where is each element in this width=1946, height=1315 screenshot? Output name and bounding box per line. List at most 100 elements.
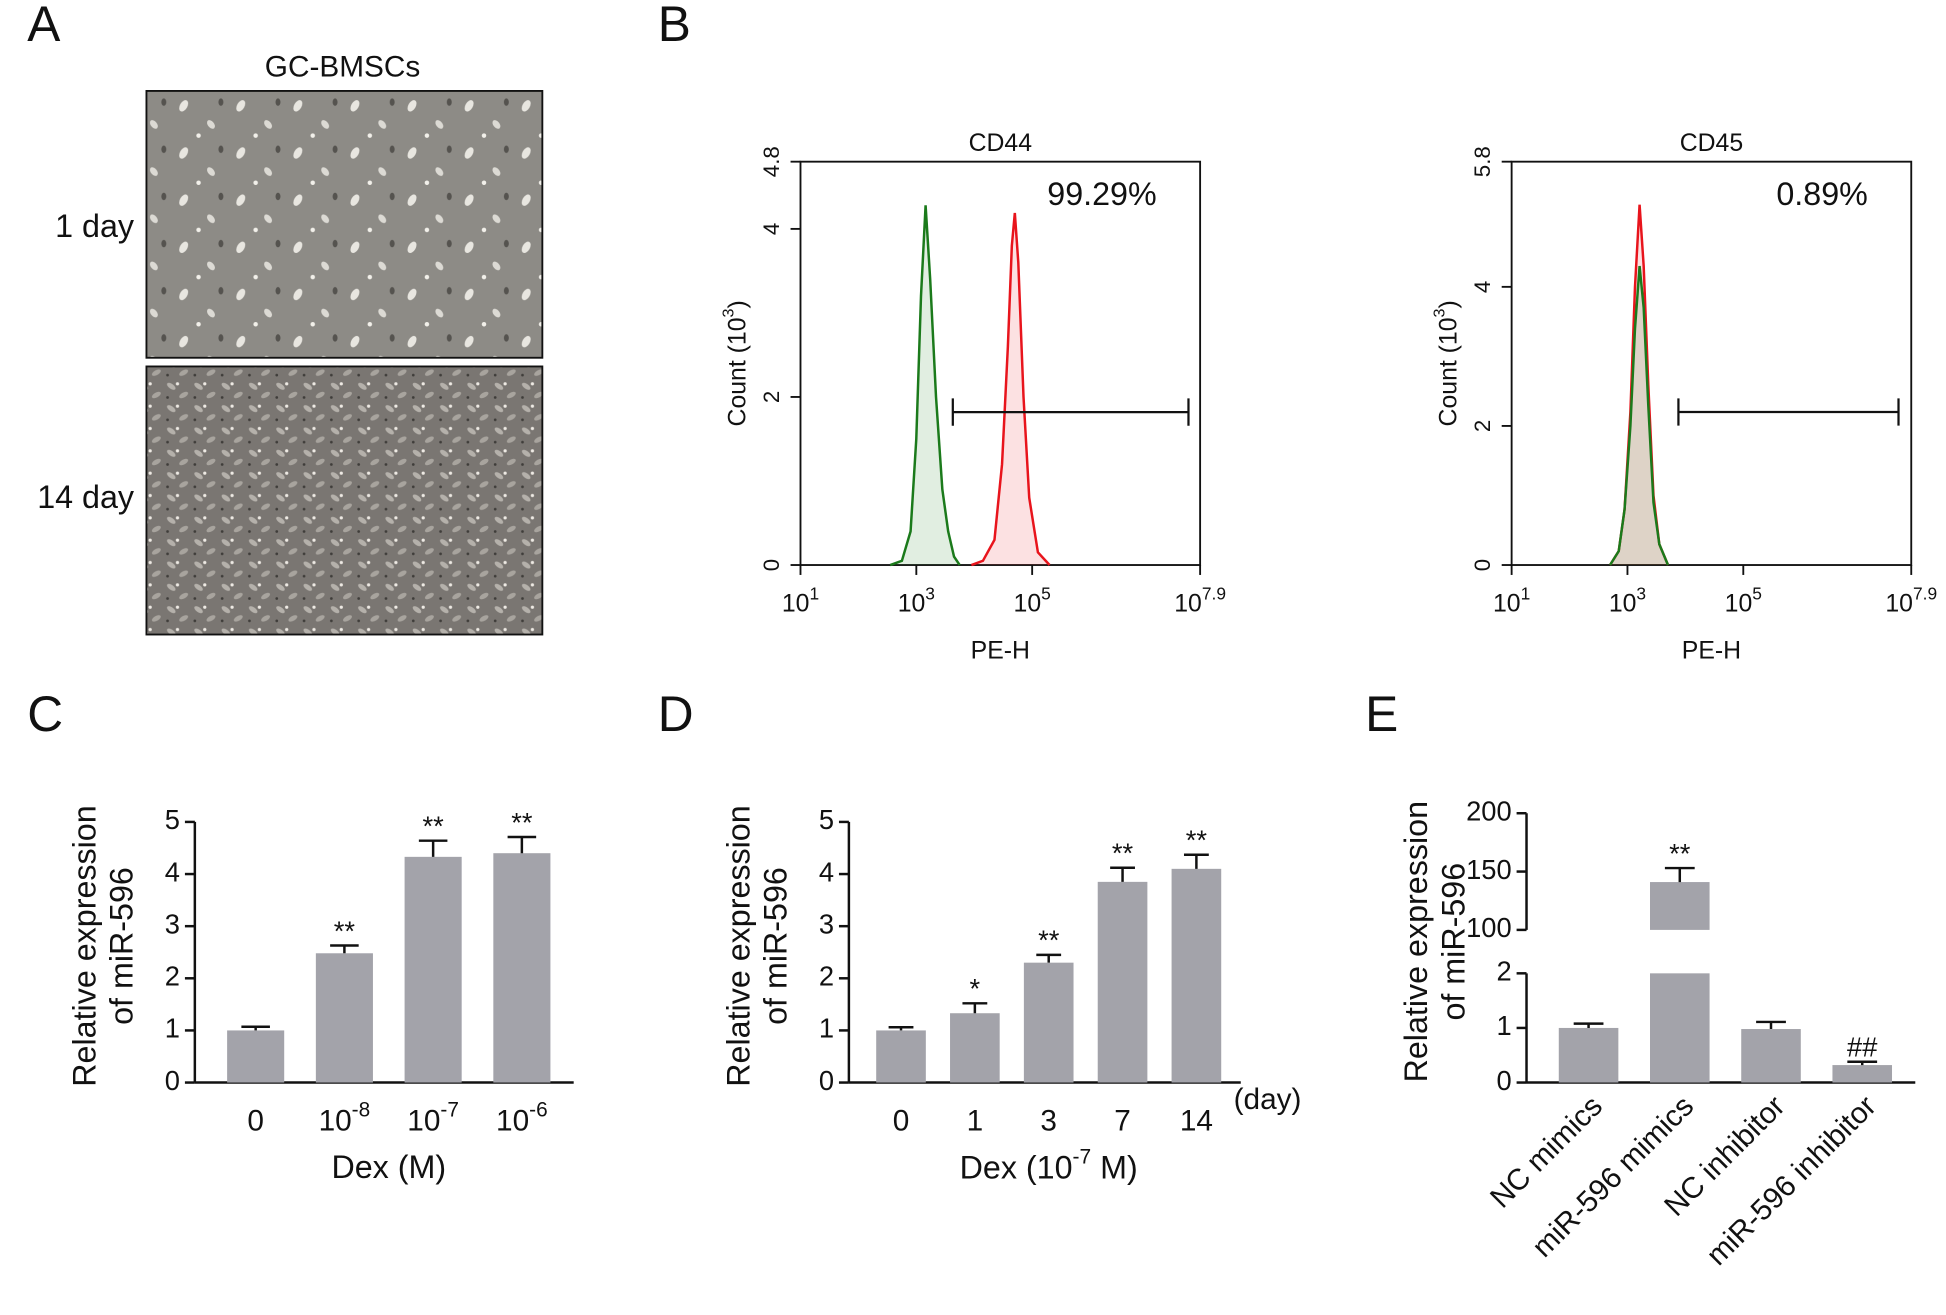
y-axis-label: of miR-596 xyxy=(758,867,794,1025)
histogram-curve xyxy=(970,212,1051,567)
panel-label: A xyxy=(27,0,60,52)
label-part: ) xyxy=(724,300,751,308)
x-tick-label: 103 xyxy=(1609,583,1646,617)
histogram-curve xyxy=(889,205,961,567)
x-axis-label: Dex (10-7 M) xyxy=(960,1145,1138,1184)
bar xyxy=(227,1030,285,1083)
x-tick-base: 10 xyxy=(1174,590,1202,617)
x-tick-label: 3 xyxy=(1040,1104,1057,1137)
exponent: 3 xyxy=(1431,308,1449,317)
gate-marker xyxy=(1677,398,1900,426)
x-tick-exponent: 5 xyxy=(1752,583,1762,603)
y-tick-label: 0 xyxy=(165,1065,180,1096)
row-label: 14 day xyxy=(37,479,135,515)
x-tick-label: 103 xyxy=(898,583,935,617)
gate-percentage: 99.29% xyxy=(1047,176,1156,212)
histogram-curve xyxy=(1608,265,1670,566)
y-tick-label: 150 xyxy=(1466,854,1512,885)
significance-mark: ** xyxy=(423,810,445,841)
x-tick-label: 10-7 xyxy=(407,1098,459,1137)
y-tick-label: 5 xyxy=(819,804,834,835)
x-tick-exponent: 7.9 xyxy=(1202,583,1226,603)
y-tick-label: 4 xyxy=(759,223,784,235)
x-tick-label: 107.9 xyxy=(1174,583,1226,617)
error-bar xyxy=(1573,1022,1604,1028)
x-unit: (day) xyxy=(1234,1083,1302,1116)
x-tick-label: miR-596 mimics xyxy=(1526,1090,1700,1264)
x-tick-base: 10 xyxy=(496,1104,529,1137)
y-axis-label: Relative expression xyxy=(1398,801,1434,1082)
x-tick-label: 105 xyxy=(1725,583,1762,617)
significance-mark: ** xyxy=(1112,838,1134,869)
y-tick-label: 3 xyxy=(165,908,180,939)
significance-mark: ** xyxy=(334,915,356,946)
bar xyxy=(404,856,462,1083)
label-part: Count (10 xyxy=(724,317,751,426)
x-tick-base: 10 xyxy=(1609,590,1637,617)
x-tick-base: 10 xyxy=(407,1104,440,1137)
x-tick-exponent: 3 xyxy=(925,583,935,603)
x-tick-base: 10 xyxy=(319,1104,352,1137)
x-tick-exponent: -6 xyxy=(529,1098,548,1121)
y-tick-label: 5 xyxy=(165,804,180,835)
x-tick-base: 10 xyxy=(1885,590,1913,617)
x-tick-label: 10-6 xyxy=(496,1098,548,1137)
y-tick-label: 2 xyxy=(1470,420,1495,432)
gate-marker xyxy=(951,398,1190,426)
y-tick-label: 0 xyxy=(1496,1065,1511,1096)
x-tick-base: 0 xyxy=(247,1104,264,1137)
y-axis-label: Relative expression xyxy=(66,805,102,1086)
bar xyxy=(1023,962,1074,1083)
label-part: Count (10 xyxy=(1435,317,1462,426)
exponent: -7 xyxy=(1073,1145,1092,1168)
error-bar xyxy=(888,1026,914,1031)
error-bar xyxy=(241,1025,270,1031)
error-bar xyxy=(1110,866,1135,882)
y-tick-label: 2 xyxy=(165,961,180,992)
x-tick-exponent: 1 xyxy=(1521,583,1531,603)
bar xyxy=(493,853,551,1083)
error-bar xyxy=(1183,853,1209,869)
error-bar xyxy=(507,835,537,854)
x-tick-label: 1 xyxy=(967,1104,984,1137)
y-tick-label: 2 xyxy=(759,391,784,403)
bar xyxy=(950,1013,1000,1083)
y-tick-label: 4 xyxy=(165,856,180,887)
x-tick-exponent: 7.9 xyxy=(1913,583,1937,603)
x-tick-label: 101 xyxy=(1493,583,1530,617)
y-axis-label: Count (103) xyxy=(1431,300,1462,426)
x-tick-label: 101 xyxy=(782,583,819,617)
error-bar xyxy=(418,839,448,857)
x-tick-label: miR-596 inhibitor xyxy=(1700,1090,1882,1272)
bar xyxy=(1650,973,1710,1083)
bar xyxy=(1650,882,1710,930)
y-axis-label: of miR-596 xyxy=(1435,863,1471,1021)
x-tick-label: 0 xyxy=(893,1104,910,1137)
x-tick-label: 0 xyxy=(247,1104,264,1137)
label-part: ) xyxy=(1435,300,1462,308)
x-tick-exponent: -8 xyxy=(352,1098,371,1121)
y-tick-label: 2 xyxy=(1496,956,1511,987)
bar xyxy=(315,953,373,1083)
y-tick-label: 0 xyxy=(1470,559,1495,571)
y-axis-label: Count (103) xyxy=(720,300,751,426)
significance-mark: ** xyxy=(1186,825,1208,856)
significance-mark: ** xyxy=(1038,925,1060,956)
x-tick-base: 0 xyxy=(893,1104,910,1137)
bar xyxy=(1832,1065,1893,1083)
significance-mark: ## xyxy=(1847,1032,1878,1063)
plot-frame xyxy=(1510,160,1913,566)
significance-mark: ** xyxy=(1669,838,1691,869)
x-axis-label: Dex (M) xyxy=(331,1149,446,1185)
y-tick-label: 5.8 xyxy=(1470,146,1495,177)
x-axis-label: PE-H xyxy=(971,637,1030,664)
x-tick-base: 10 xyxy=(1493,590,1521,617)
label-part: M) xyxy=(1091,1149,1138,1185)
x-tick-exponent: -7 xyxy=(440,1098,459,1121)
bar xyxy=(876,1030,926,1083)
x-tick-label: 7 xyxy=(1114,1104,1131,1137)
label-part: Dex (10 xyxy=(960,1149,1073,1185)
y-axis-label: Relative expression xyxy=(720,805,756,1086)
error-bar xyxy=(1664,866,1695,883)
x-tick-label: 107.9 xyxy=(1885,583,1937,617)
